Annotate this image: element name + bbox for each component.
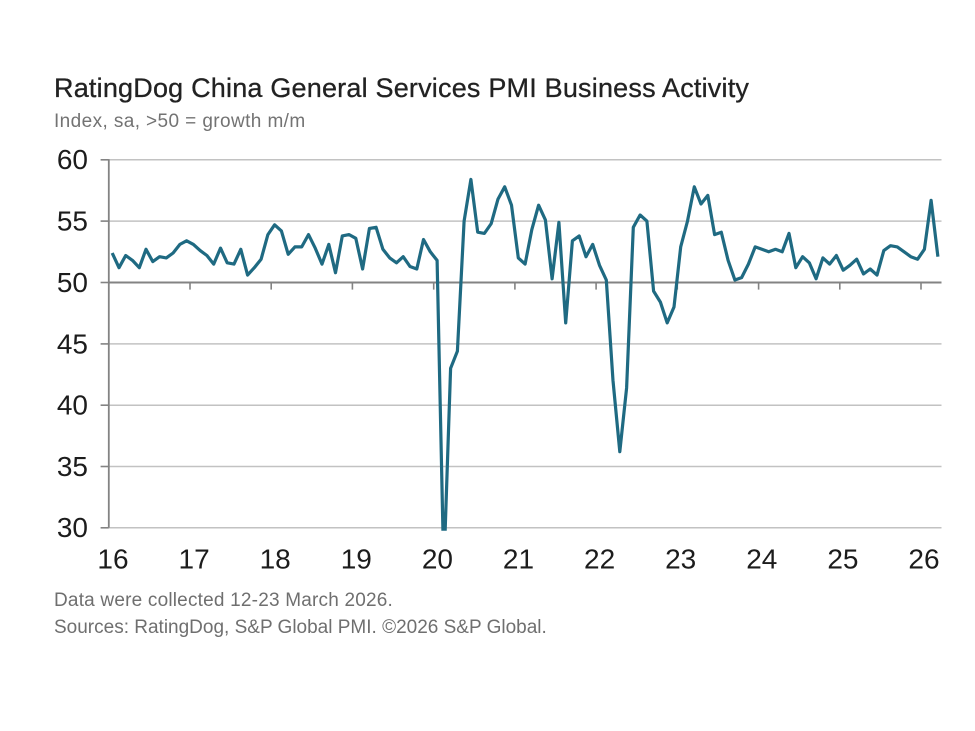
svg-text:25: 25	[827, 544, 858, 575]
svg-text:16: 16	[97, 544, 128, 575]
svg-text:30: 30	[57, 512, 88, 543]
svg-text:19: 19	[341, 544, 372, 575]
svg-text:21: 21	[503, 544, 534, 575]
svg-text:24: 24	[746, 544, 777, 575]
svg-text:22: 22	[584, 544, 615, 575]
svg-text:40: 40	[57, 390, 88, 421]
svg-text:26: 26	[908, 544, 939, 575]
svg-text:20: 20	[422, 544, 453, 575]
svg-text:23: 23	[665, 544, 696, 575]
svg-text:60: 60	[57, 144, 88, 175]
svg-text:45: 45	[57, 328, 88, 359]
svg-text:35: 35	[57, 451, 88, 482]
svg-text:50: 50	[57, 267, 88, 298]
svg-text:55: 55	[57, 206, 88, 237]
svg-text:18: 18	[260, 544, 291, 575]
svg-text:17: 17	[179, 544, 210, 575]
